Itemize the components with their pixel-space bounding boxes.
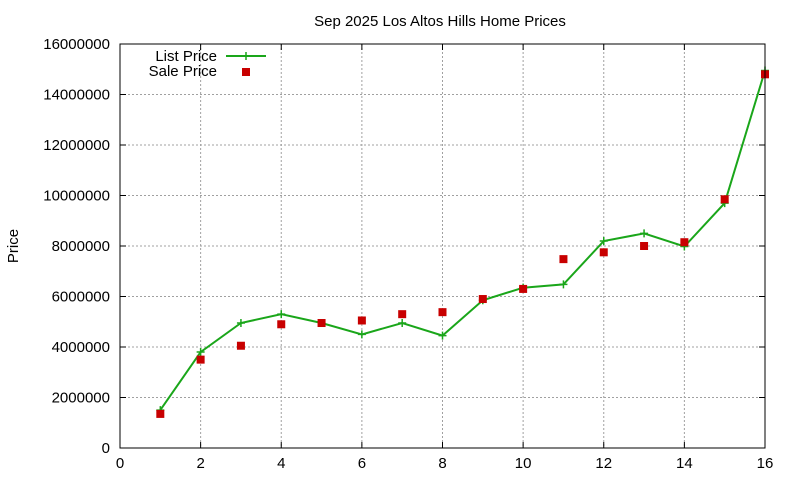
list-price-point [559, 280, 568, 289]
legend-marker-list-price [242, 52, 250, 60]
sale-price-point [398, 310, 407, 319]
list-price-point [398, 319, 407, 328]
y-tick-label: 6000000 [52, 289, 110, 306]
sale-price-point [640, 242, 649, 250]
sale-price-point [357, 316, 366, 325]
list-price-point [357, 330, 366, 339]
y-tick-label: 2000000 [52, 390, 110, 407]
y-tick-label: 16000000 [43, 36, 110, 53]
sale-price-point [196, 355, 205, 364]
grid [120, 44, 765, 448]
sale-price-point [519, 284, 528, 293]
sale-price-point [317, 319, 326, 328]
y-tick-label: 4000000 [52, 339, 110, 356]
x-tick-label: 12 [595, 455, 612, 472]
axis-ticks: 0200000040000006000000800000010000000120… [43, 36, 773, 472]
list-price-point [599, 236, 608, 245]
y-axis-label: Price [5, 229, 22, 263]
sale-price-point [559, 255, 568, 264]
sale-price-point [277, 320, 286, 329]
x-tick-label: 6 [358, 455, 366, 472]
sale-price-point [438, 308, 447, 317]
sale-price-point [478, 295, 487, 304]
legend-marker-sale-price [242, 68, 250, 76]
plot-frame [119, 43, 766, 449]
list-price-line [159, 70, 766, 411]
list-price-point [277, 310, 286, 319]
x-tick-label: 2 [196, 455, 204, 472]
y-tick-label: 8000000 [52, 238, 110, 255]
legend-label-sale-price: Sale Price [149, 63, 217, 80]
list-price-point [236, 319, 245, 328]
sale-price-point [156, 409, 165, 418]
y-tick-label: 10000000 [43, 188, 110, 205]
list-price-point [196, 348, 205, 357]
x-tick-label: 16 [757, 455, 774, 472]
y-tick-label: 12000000 [43, 137, 110, 154]
sale-price-point [680, 238, 689, 247]
list-price-point [438, 331, 447, 340]
sale-price-point [599, 248, 608, 257]
sale-price-point [236, 341, 245, 350]
chart-title: Sep 2025 Los Altos Hills Home Prices [314, 13, 566, 30]
x-tick-label: 10 [515, 455, 532, 472]
y-tick-label: 14000000 [43, 87, 110, 104]
sale-price-point [720, 195, 729, 204]
x-tick-label: 8 [438, 455, 446, 472]
x-tick-label: 14 [676, 455, 693, 472]
y-tick-label: 0 [102, 440, 110, 457]
plot-area [156, 66, 769, 418]
x-tick-label: 0 [116, 455, 124, 472]
x-tick-label: 4 [277, 455, 285, 472]
list-price-point [640, 229, 649, 238]
legend-label-list-price: List Price [155, 48, 217, 65]
